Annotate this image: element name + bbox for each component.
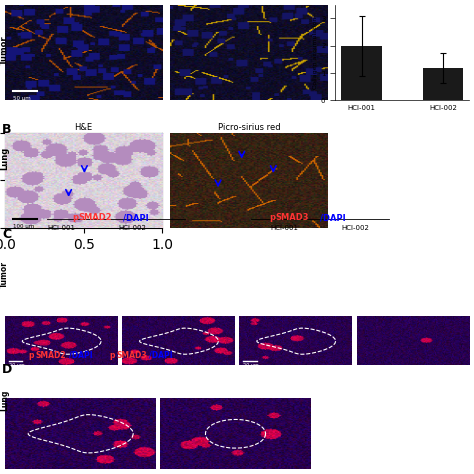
Text: HCI-002: HCI-002 xyxy=(119,225,146,231)
Text: C: C xyxy=(2,228,11,240)
Text: /DAPI: /DAPI xyxy=(320,213,346,222)
Text: SMAD3: SMAD3 xyxy=(116,351,147,360)
Text: 20 μm: 20 μm xyxy=(243,363,259,368)
Y-axis label: Collagen accumulation: Collagen accumulation xyxy=(313,17,318,89)
Text: p: p xyxy=(72,213,78,222)
Bar xyxy=(341,46,382,100)
Text: SMAD2: SMAD2 xyxy=(36,351,66,360)
Text: B: B xyxy=(2,123,12,136)
Text: HCI-002: HCI-002 xyxy=(342,225,369,231)
Text: 100 μm: 100 μm xyxy=(13,224,35,229)
Text: p: p xyxy=(269,213,275,222)
Text: 20 μm: 20 μm xyxy=(9,363,25,368)
Text: p: p xyxy=(109,351,115,360)
Text: /DAPI: /DAPI xyxy=(123,213,149,222)
Text: Tumor: Tumor xyxy=(0,35,9,64)
Bar xyxy=(422,67,463,100)
Text: D: D xyxy=(2,363,13,375)
Text: Tumor: Tumor xyxy=(0,262,9,288)
Text: 50 μm: 50 μm xyxy=(13,96,31,101)
Text: /DAPI: /DAPI xyxy=(149,351,173,360)
Text: SMAD2: SMAD2 xyxy=(78,213,112,222)
Text: Lung: Lung xyxy=(0,390,9,411)
Title: Picro-sirius red: Picro-sirius red xyxy=(218,123,280,132)
Text: p: p xyxy=(28,351,34,360)
Text: Lung: Lung xyxy=(0,147,9,171)
Text: SMAD3: SMAD3 xyxy=(275,213,309,222)
Title: H&E: H&E xyxy=(74,123,93,132)
Text: HCI-001: HCI-001 xyxy=(47,225,76,231)
Text: /DAPI: /DAPI xyxy=(69,351,92,360)
Text: HCI-001: HCI-001 xyxy=(270,225,299,231)
